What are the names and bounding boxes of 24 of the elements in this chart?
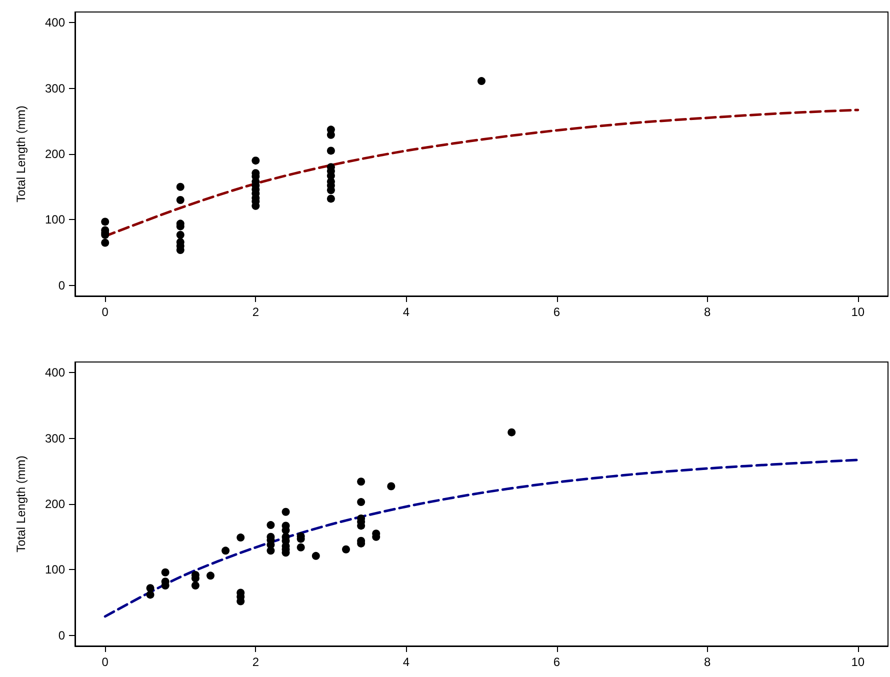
x-tick-label: 10	[851, 305, 865, 319]
y-tick-label: 200	[44, 497, 66, 511]
y-tick-label: 100	[44, 562, 66, 577]
y-tick-label: 200	[44, 147, 66, 161]
y-tick-label: 400	[44, 16, 66, 30]
x-tick-label: 8	[704, 655, 711, 669]
x-tick-label: 2	[252, 305, 260, 319]
x-tick-label: 10	[851, 655, 865, 669]
y-axis-title: Total Length (mm)	[14, 456, 28, 552]
x-tick-label: 2	[252, 655, 260, 669]
x-tick-label: 0	[102, 655, 109, 669]
x-tick-label: 6	[553, 655, 560, 669]
y-tick-label: 0	[58, 278, 66, 292]
y-tick-label: 100	[44, 212, 66, 227]
x-tick-label: 4	[402, 655, 410, 669]
y-axis-title: Total Length (mm)	[14, 106, 28, 202]
y-tick-label: 0	[58, 628, 66, 642]
x-tick-label: 6	[553, 305, 560, 319]
y-tick-label: 300	[44, 431, 66, 446]
x-tick-label: 4	[402, 305, 410, 319]
x-tick-label: 0	[102, 305, 109, 319]
y-tick-label: 400	[44, 366, 66, 380]
x-tick-label: 8	[704, 305, 711, 319]
y-tick-label: 300	[44, 81, 66, 96]
